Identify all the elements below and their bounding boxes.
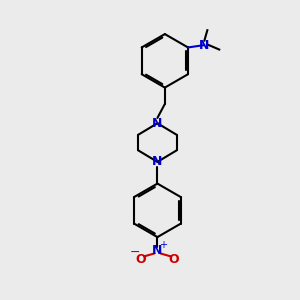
Text: N: N — [152, 155, 163, 168]
Text: N: N — [152, 244, 163, 257]
Text: N: N — [152, 117, 163, 130]
Text: −: − — [129, 246, 140, 259]
Text: O: O — [169, 253, 179, 266]
Text: N: N — [199, 39, 210, 52]
Text: +: + — [159, 240, 167, 250]
Text: O: O — [136, 253, 146, 266]
